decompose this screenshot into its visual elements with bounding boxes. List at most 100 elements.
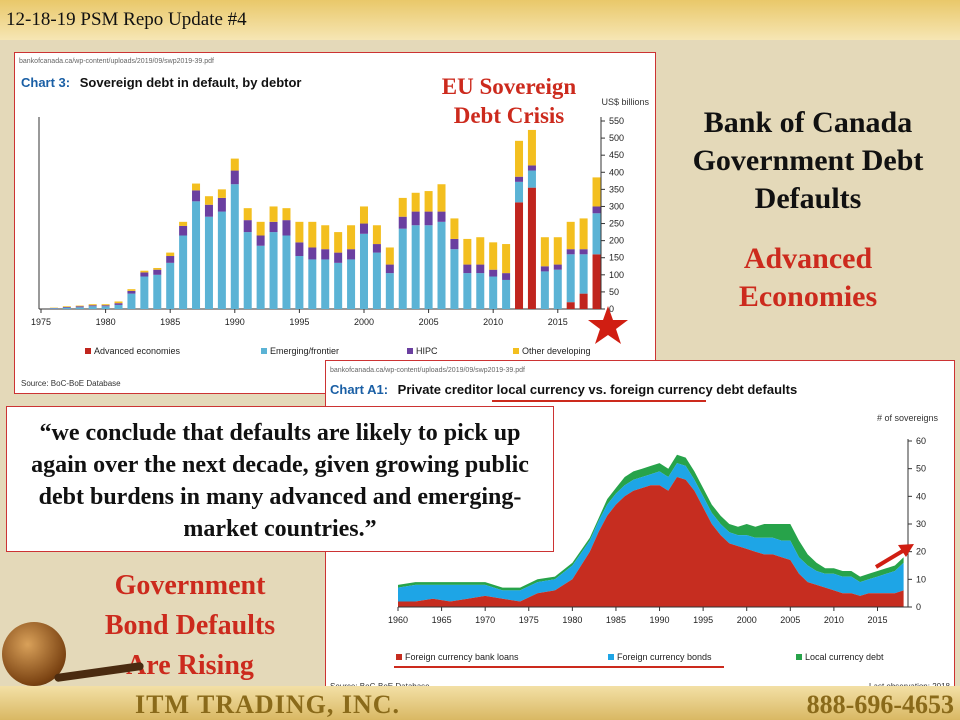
bar-emerging-frontier-2001 bbox=[372, 252, 381, 309]
bar-other-developing-1991 bbox=[243, 208, 252, 221]
chart1-source-url: bankofcanada.ca/wp-content/uploads/2019/… bbox=[19, 58, 214, 65]
chart1-ytick-label: 550 bbox=[609, 116, 624, 126]
bar-hipc-2005 bbox=[424, 211, 433, 226]
bar-other-developing-2011 bbox=[502, 244, 511, 274]
chart2-xtick-label: 1970 bbox=[475, 615, 495, 625]
chart1-title-prefix: Chart 3: bbox=[21, 75, 70, 90]
bar-emerging-frontier-1983 bbox=[140, 276, 149, 309]
chart2-title-prefix: Chart A1: bbox=[330, 382, 388, 397]
chart2-xtick-label: 2000 bbox=[737, 615, 757, 625]
arrow-icon bbox=[874, 544, 914, 569]
chart1-legend-swatch bbox=[261, 348, 267, 354]
bar-other-developing-2005 bbox=[424, 191, 433, 212]
bar-other-developing-1981 bbox=[114, 301, 123, 304]
chart2-legend-swatch bbox=[396, 654, 402, 660]
bar-emerging-frontier-2015 bbox=[553, 269, 562, 309]
bar-hipc-1998 bbox=[334, 252, 343, 263]
chart1-ytick-label: 350 bbox=[609, 184, 624, 194]
bar-hipc-2013 bbox=[527, 165, 536, 171]
bar-hipc-2007 bbox=[450, 238, 459, 250]
chart1-legend-label: Advanced economies bbox=[94, 346, 181, 356]
bar-other-developing-2006 bbox=[437, 184, 446, 212]
bar-other-developing-1983 bbox=[140, 270, 149, 273]
chart1-title-group: Chart 3: Sovereign debt in default, by d… bbox=[21, 75, 302, 90]
bar-hipc-2006 bbox=[437, 211, 446, 222]
bar-hipc-2001 bbox=[372, 244, 381, 253]
bar-other-developing-2001 bbox=[372, 225, 381, 245]
bar-hipc-1997 bbox=[321, 249, 330, 260]
chart2-xtick-label: 2010 bbox=[824, 615, 844, 625]
chart2-ytick-label: 0 bbox=[916, 602, 921, 612]
bar-emerging-frontier-1988 bbox=[204, 216, 213, 309]
bar-other-developing-1984 bbox=[153, 267, 162, 270]
chart1-ytick-label: 450 bbox=[609, 150, 624, 160]
chart1-xtick-label: 1990 bbox=[225, 317, 245, 327]
bar-hipc-1996 bbox=[308, 247, 317, 260]
bar-hipc-1978 bbox=[75, 306, 84, 308]
footer-bar bbox=[0, 686, 960, 720]
bar-other-developing-1997 bbox=[321, 225, 330, 250]
chart1-ytick-label: 150 bbox=[609, 253, 624, 263]
bar-emerging-frontier-2018 bbox=[592, 213, 601, 255]
bar-emerging-frontier-1999 bbox=[347, 259, 356, 309]
quote-box: “we conclude that defaults are likely to… bbox=[6, 406, 554, 552]
bar-advanced-economies-2018 bbox=[592, 254, 601, 309]
bar-advanced-economies-2013 bbox=[527, 187, 536, 309]
chart1-xtick-label: 1980 bbox=[96, 317, 116, 327]
bar-hipc-2017 bbox=[579, 249, 588, 255]
bar-emerging-frontier-2006 bbox=[437, 221, 446, 309]
chart1-ytick-label: 250 bbox=[609, 219, 624, 229]
bar-hipc-2000 bbox=[359, 223, 368, 234]
bar-other-developing-2009 bbox=[476, 237, 485, 265]
bar-other-developing-2015 bbox=[553, 237, 562, 265]
bar-other-developing-1985 bbox=[166, 252, 175, 257]
bar-other-developing-1992 bbox=[256, 221, 265, 236]
bar-emerging-frontier-2010 bbox=[489, 276, 498, 309]
bar-emerging-frontier-1994 bbox=[282, 235, 291, 309]
chart2-xtick-label: 2015 bbox=[867, 615, 887, 625]
bar-emerging-frontier-2000 bbox=[359, 233, 368, 309]
bar-other-developing-2013 bbox=[527, 129, 536, 166]
chart2-ytick-label: 60 bbox=[916, 436, 926, 446]
bar-hipc-1986 bbox=[179, 225, 188, 236]
bar-other-developing-1988 bbox=[204, 196, 213, 205]
bar-hipc-1982 bbox=[127, 290, 136, 294]
chart2-xtick-label: 1975 bbox=[519, 615, 539, 625]
bar-other-developing-2007 bbox=[450, 218, 459, 239]
chart1-ytick-label: 0 bbox=[609, 304, 614, 314]
bar-other-developing-1993 bbox=[269, 206, 278, 222]
bar-hipc-2004 bbox=[411, 211, 420, 226]
chart2-xtick-label: 1990 bbox=[650, 615, 670, 625]
bar-emerging-frontier-2009 bbox=[476, 273, 485, 309]
chart1-legend-label: Emerging/frontier bbox=[270, 346, 339, 356]
bar-emerging-frontier-1982 bbox=[127, 293, 136, 309]
chart2-source-url: bankofcanada.ca/wp-content/uploads/2019/… bbox=[330, 367, 525, 374]
eu-annotation-line-2: Debt Crisis bbox=[453, 103, 565, 128]
chart2-legend-swatch bbox=[608, 654, 614, 660]
chart2-title-group: Chart A1: Private creditor local currenc… bbox=[330, 382, 797, 397]
bar-emerging-frontier-1985 bbox=[166, 262, 175, 309]
chart1-xtick-label: 2000 bbox=[354, 317, 374, 327]
bar-other-developing-2000 bbox=[359, 206, 368, 224]
headline-line-3: Are Rising bbox=[126, 650, 254, 681]
eu-annotation-line-1: EU Sovereign bbox=[441, 74, 577, 99]
bar-hipc-1992 bbox=[256, 235, 265, 246]
chart1-ytick-label: 50 bbox=[609, 287, 619, 297]
bar-other-developing-2010 bbox=[489, 242, 498, 270]
bar-other-developing-1994 bbox=[282, 208, 291, 221]
bar-other-developing-2017 bbox=[579, 218, 588, 250]
bar-other-developing-1998 bbox=[334, 232, 343, 253]
bar-emerging-frontier-1993 bbox=[269, 232, 278, 309]
chart2-xtick-label: 1985 bbox=[606, 615, 626, 625]
chart2-ytick-label: 20 bbox=[916, 547, 926, 557]
chart1-title: Sovereign debt in default, by debtor bbox=[80, 75, 302, 90]
chart1-legend-swatch bbox=[513, 348, 519, 354]
chart2-legend: Foreign currency bank loans Foreign curre… bbox=[396, 652, 884, 662]
chart2-ytick-label: 10 bbox=[916, 574, 926, 584]
quote-text: “we conclude that defaults are likely to… bbox=[31, 420, 529, 542]
chart2-ytick-label: 50 bbox=[916, 464, 926, 474]
bar-other-developing-1980 bbox=[101, 304, 110, 306]
bar-other-developing-1979 bbox=[88, 304, 97, 306]
bar-emerging-frontier-2013 bbox=[527, 170, 536, 188]
bar-hipc-2014 bbox=[540, 266, 549, 272]
